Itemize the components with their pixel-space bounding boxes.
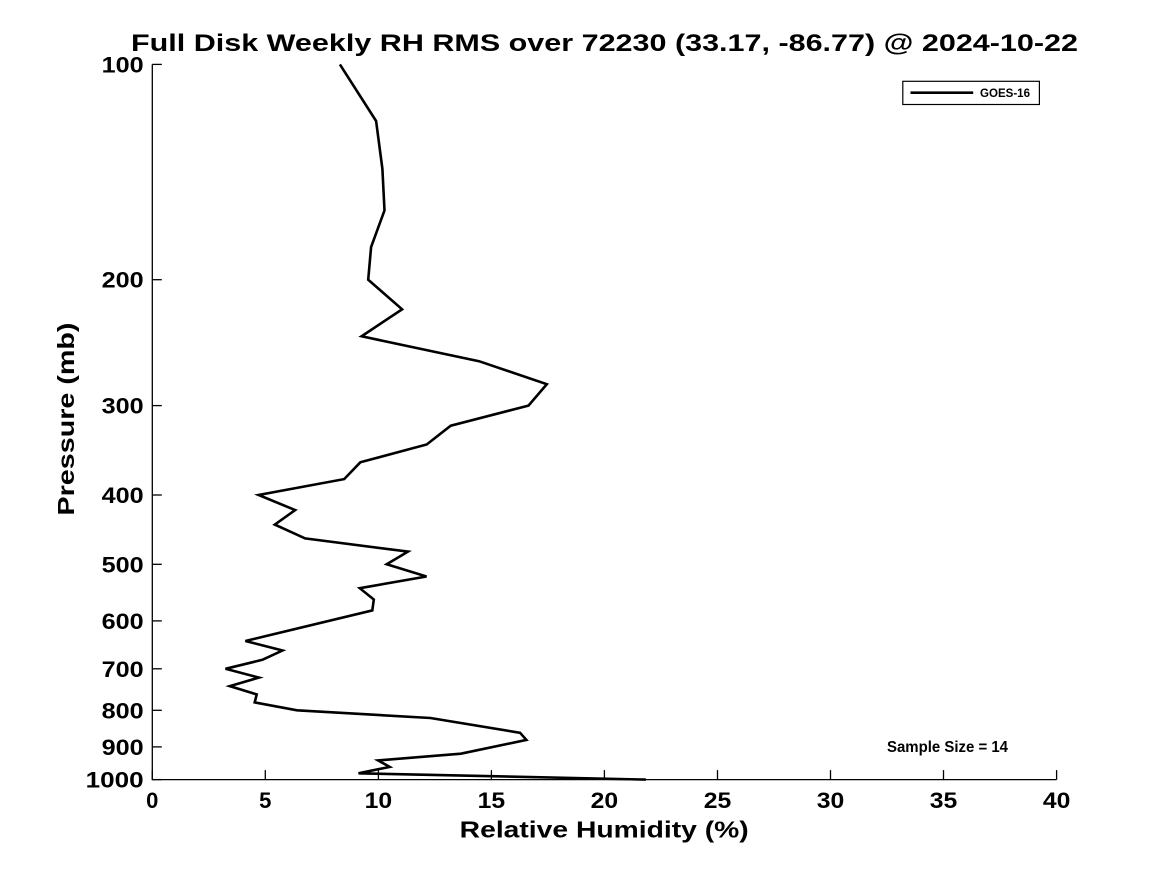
svg-text:100: 100 [102, 52, 144, 77]
svg-text:300: 300 [102, 394, 144, 419]
svg-text:700: 700 [102, 657, 144, 682]
svg-text:200: 200 [102, 268, 144, 293]
svg-text:GOES-16: GOES-16 [980, 86, 1030, 100]
svg-text:900: 900 [102, 735, 144, 760]
svg-text:10: 10 [365, 788, 393, 813]
svg-text:35: 35 [930, 788, 958, 813]
svg-text:400: 400 [102, 483, 144, 508]
svg-text:Pressure (mb): Pressure (mb) [53, 323, 79, 516]
svg-text:40: 40 [1043, 788, 1071, 813]
svg-text:0: 0 [146, 788, 158, 813]
svg-text:Relative Humidity (%): Relative Humidity (%) [460, 816, 749, 842]
svg-text:30: 30 [817, 788, 845, 813]
svg-text:Sample Size = 14: Sample Size = 14 [887, 739, 1008, 756]
svg-text:500: 500 [102, 552, 144, 577]
svg-text:5: 5 [259, 788, 271, 813]
svg-text:25: 25 [704, 788, 732, 813]
svg-text:1000: 1000 [86, 768, 144, 793]
svg-text:600: 600 [102, 609, 144, 634]
svg-text:Full Disk Weekly RH RMS over 7: Full Disk Weekly RH RMS over 72230 (33.1… [131, 30, 1078, 57]
svg-text:15: 15 [478, 788, 506, 813]
svg-text:20: 20 [591, 788, 619, 813]
svg-text:800: 800 [102, 698, 144, 723]
